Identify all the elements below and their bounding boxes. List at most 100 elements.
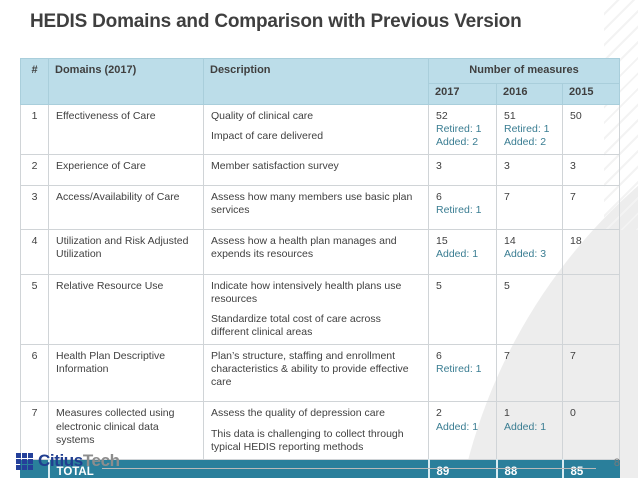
measure-value: 2 (436, 407, 442, 420)
measure-value: 1 (504, 407, 510, 420)
row-number: 5 (20, 273, 49, 345)
measure-value: 7 (504, 191, 510, 203)
measures-2016-cell: 51 Retired: 1 Added: 2 (496, 103, 563, 155)
measures-2015-cell: 7 (562, 343, 620, 403)
measure-note: Added: 1 (436, 248, 479, 261)
total-row-number-cell (20, 458, 49, 478)
description-paragraph: Impact of care delivered (211, 129, 324, 142)
measure-value: 52 (436, 109, 448, 122)
measure-value: 7 (504, 350, 510, 362)
measure-note: Retired: 1 (504, 122, 550, 135)
description-paragraph: Assess how a health plan manages and exp… (211, 235, 397, 261)
measure-value: 3 (436, 159, 442, 172)
measures-2015-cell: 50 (562, 103, 620, 155)
row-number: 7 (20, 401, 49, 460)
description-paragraph: Plan’s structure, staffing and enrollmen… (211, 350, 409, 389)
col-header-number: # (20, 58, 49, 105)
logo-text-citius: Citius (38, 451, 83, 470)
description-cell: Assess how a health plan manages and exp… (203, 229, 429, 275)
measure-value: 50 (570, 109, 582, 122)
measure-note: Added: 3 (504, 248, 547, 261)
footer-divider-line (102, 468, 596, 469)
measure-value: 0 (570, 407, 576, 420)
measures-2016-cell: 7 (496, 184, 563, 231)
measures-2016-cell: 5 (496, 273, 563, 345)
measures-2015-cell: 3 (562, 153, 620, 187)
row-number: 4 (20, 229, 49, 275)
table-row: 7 Measures collected using electronic cl… (20, 401, 620, 460)
measure-note: Added: 1 (504, 420, 547, 433)
measure-value: 5 (504, 279, 510, 292)
measures-2016-cell: 3 (496, 153, 563, 187)
description-cell: Quality of clinical care Impact of care … (203, 103, 429, 155)
measure-value: 14 (504, 235, 516, 248)
hedis-domains-table: # Domains (2017) Description Number of m… (20, 58, 620, 478)
measure-value: 15 (436, 235, 448, 248)
description-cell: Plan’s structure, staffing and enrollmen… (203, 343, 429, 403)
measures-2015-cell: 18 (562, 229, 620, 275)
description-paragraph: Member satisfaction survey (211, 159, 339, 172)
description-paragraph: This data is challenging to collect thro… (211, 427, 404, 453)
domain-cell: Access/Availability of Care (48, 184, 204, 231)
measure-value: 7 (570, 191, 576, 203)
col-header-domain: Domains (2017) (48, 58, 204, 105)
table-row: 1 Effectiveness of Care Quality of clini… (20, 103, 620, 155)
measures-2016-cell: 14 Added: 3 (496, 229, 563, 275)
table-row: 4 Utilization and Risk Adjusted Utilizat… (20, 229, 620, 275)
measures-2016-cell: 1 Added: 1 (496, 401, 563, 460)
domain-cell: Health Plan Descriptive Information (48, 343, 204, 403)
measure-note: Retired: 1 (436, 204, 482, 217)
measures-2017-cell: 3 (428, 153, 497, 187)
domain-cell: Relative Resource Use (48, 273, 204, 345)
citiustech-grid-icon (16, 452, 33, 470)
row-number: 1 (20, 103, 49, 155)
measure-value: 3 (570, 159, 576, 172)
measures-2017-cell: 52 Retired: 1 Added: 2 (428, 103, 497, 155)
table-row: 6 Health Plan Descriptive Information Pl… (20, 343, 620, 403)
measure-value: 51 (504, 109, 516, 122)
measures-2017-cell: 15 Added: 1 (428, 229, 497, 275)
description-cell: Assess the quality of depression care Th… (203, 401, 429, 460)
row-number: 3 (20, 184, 49, 231)
measure-value: 3 (504, 159, 510, 172)
measure-note: Added: 2 (436, 135, 479, 148)
measure-value: 6 (436, 191, 442, 203)
measures-2017-cell: 6 Retired: 1 (428, 343, 497, 403)
slide-title: HEDIS Domains and Comparison with Previo… (30, 11, 522, 32)
table-row: 5 Relative Resource Use Indicate how int… (20, 273, 620, 345)
measure-value: 18 (570, 235, 582, 248)
description-paragraph: Indicate how intensively health plans us… (211, 279, 402, 305)
description-paragraph: Standardize total cost of care across di… (211, 312, 381, 338)
domain-cell: Utilization and Risk Adjusted Utilizatio… (48, 229, 204, 275)
description-cell: Assess how many members use basic plan s… (203, 184, 429, 231)
measures-2015-cell: 7 (562, 184, 620, 231)
measures-2015-cell: 0 (562, 401, 620, 460)
row-number: 2 (20, 153, 49, 187)
row-number: 6 (20, 343, 49, 403)
description-paragraph: Quality of clinical care (211, 109, 314, 122)
measure-value: 6 (436, 350, 442, 362)
col-header-description: Description (203, 58, 429, 105)
description-cell: Member satisfaction survey (203, 153, 429, 187)
description-paragraph: Assess the quality of depression care (211, 407, 385, 420)
domain-cell: Effectiveness of Care (48, 103, 204, 155)
col-header-year-2017: 2017 (428, 82, 497, 105)
table-header: # Domains (2017) Description Number of m… (20, 58, 620, 105)
measures-2017-cell: 2 Added: 1 (428, 401, 497, 460)
measure-note: Retired: 1 (436, 122, 482, 135)
measure-note: Added: 2 (504, 135, 547, 148)
measure-note: Added: 1 (436, 420, 479, 433)
logo-text-tech: Tech (82, 451, 120, 470)
measures-2017-cell: 6 Retired: 1 (428, 184, 497, 231)
measures-2015-cell (562, 273, 620, 345)
measures-2016-cell: 7 (496, 343, 563, 403)
col-header-year-2016: 2016 (496, 82, 563, 105)
description-paragraph: Assess how many members use basic plan s… (211, 191, 413, 217)
col-header-year-2015: 2015 (562, 82, 620, 105)
measure-value: 7 (570, 350, 576, 362)
page-number: 8 (613, 457, 620, 469)
col-header-measures-group: Number of measures (428, 58, 620, 84)
measure-value: 5 (436, 279, 442, 292)
measure-note: Retired: 1 (436, 363, 482, 376)
